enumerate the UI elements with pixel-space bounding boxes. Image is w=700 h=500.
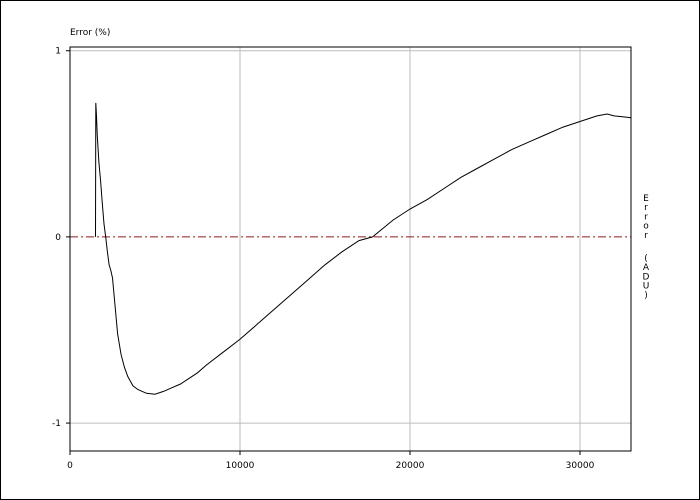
grid-lines: [70, 47, 631, 451]
y-tick-labels: 1 0 -1: [52, 47, 61, 429]
plot-frame: [69, 46, 632, 452]
tick-marks: [66, 50, 581, 455]
x-tick-labels: 0 10000 20000 30000: [67, 461, 594, 471]
x-tick-label-2: 20000: [396, 461, 425, 471]
y-tick-label-1: 0: [55, 233, 61, 243]
x-tick-label-0: 0: [67, 461, 73, 471]
x-tick-label-1: 10000: [226, 461, 255, 471]
y-tick-label-0: 1: [55, 47, 61, 57]
y-axis-title: Error (%): [70, 28, 110, 38]
error-series-line: [95, 102, 632, 395]
x-tick-label-3: 30000: [566, 461, 595, 471]
y-tick-label-2: -1: [52, 419, 61, 429]
